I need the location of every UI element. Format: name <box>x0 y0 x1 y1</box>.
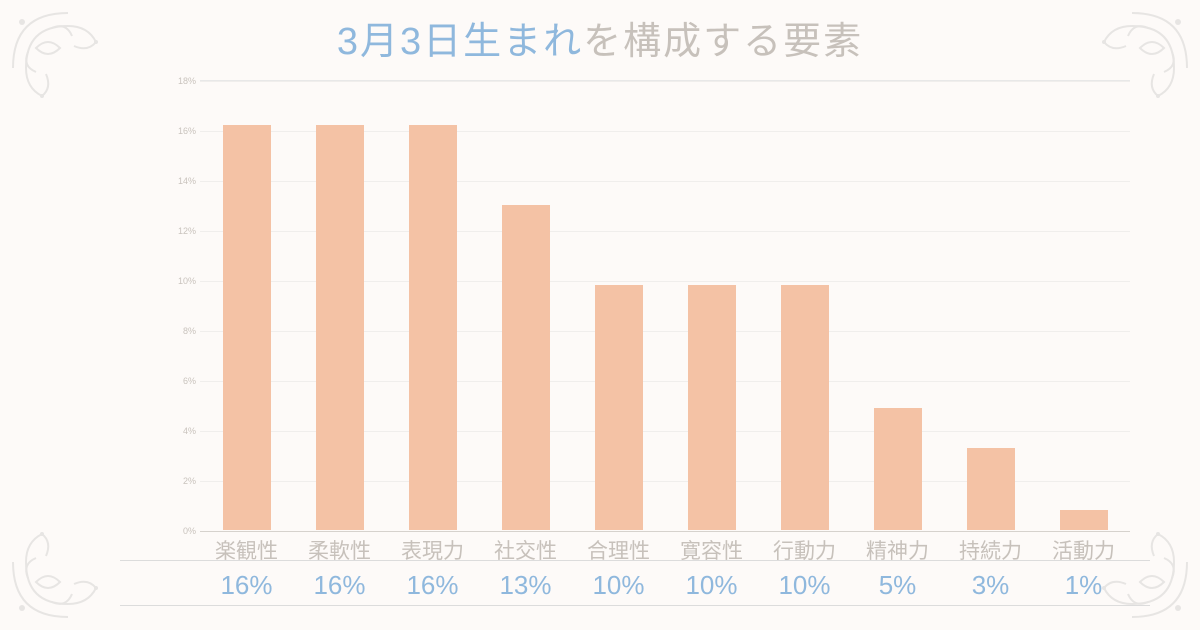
percent-label: 10% <box>572 570 665 601</box>
bar-column <box>293 81 386 530</box>
bar-column <box>851 81 944 530</box>
y-axis-tick-label: 12% <box>170 226 196 236</box>
title-rest: を構成する要素 <box>583 21 863 63</box>
bar <box>967 448 1015 531</box>
y-axis-tick-label: 0% <box>170 526 196 536</box>
bar-column <box>944 81 1037 530</box>
divider-line <box>120 605 1150 606</box>
bar-column <box>665 81 758 530</box>
y-axis-tick-label: 4% <box>170 426 196 436</box>
percent-label: 16% <box>293 570 386 601</box>
bar-column <box>386 81 479 530</box>
bar <box>781 285 829 530</box>
corner-ornament-icon <box>8 502 128 622</box>
percent-label: 3% <box>944 570 1037 601</box>
bar <box>223 125 271 530</box>
bar-column <box>200 81 293 530</box>
gridline <box>200 531 1130 532</box>
y-axis-tick-label: 8% <box>170 326 196 336</box>
bar <box>595 285 643 530</box>
title-accent: 3月3日生まれ <box>337 21 583 63</box>
percent-label: 13% <box>479 570 572 601</box>
bar-column <box>758 81 851 530</box>
percent-label: 16% <box>200 570 293 601</box>
page-title: 3月3日生まれを構成する要素 <box>0 10 1200 65</box>
percent-labels-row: 16%16%16%13%10%10%10%5%3%1% <box>200 570 1130 601</box>
bar <box>874 408 922 531</box>
personality-bar-chart: 0% 2% 4% 6% 8% 10% 12% 14% 16% 18% <box>160 70 1140 565</box>
bar <box>316 125 364 530</box>
percent-label: 5% <box>851 570 944 601</box>
bar <box>1060 510 1108 530</box>
bar-column <box>1037 81 1130 530</box>
percent-label: 10% <box>758 570 851 601</box>
chart-plot-area: 0%2%4%6%8%10%12%14%16%18% <box>200 80 1130 530</box>
y-axis-tick-label: 18% <box>170 76 196 86</box>
percent-label: 1% <box>1037 570 1130 601</box>
bar-column <box>572 81 665 530</box>
bar-column <box>479 81 572 530</box>
y-axis-tick-label: 16% <box>170 126 196 136</box>
y-axis-tick-label: 10% <box>170 276 196 286</box>
y-axis-tick-label: 6% <box>170 376 196 386</box>
y-axis-tick-label: 14% <box>170 176 196 186</box>
bar <box>409 125 457 530</box>
divider-line <box>120 560 1150 561</box>
percent-label: 10% <box>665 570 758 601</box>
bar <box>502 205 550 530</box>
bar <box>688 285 736 530</box>
y-axis-tick-label: 2% <box>170 476 196 486</box>
percent-label: 16% <box>386 570 479 601</box>
